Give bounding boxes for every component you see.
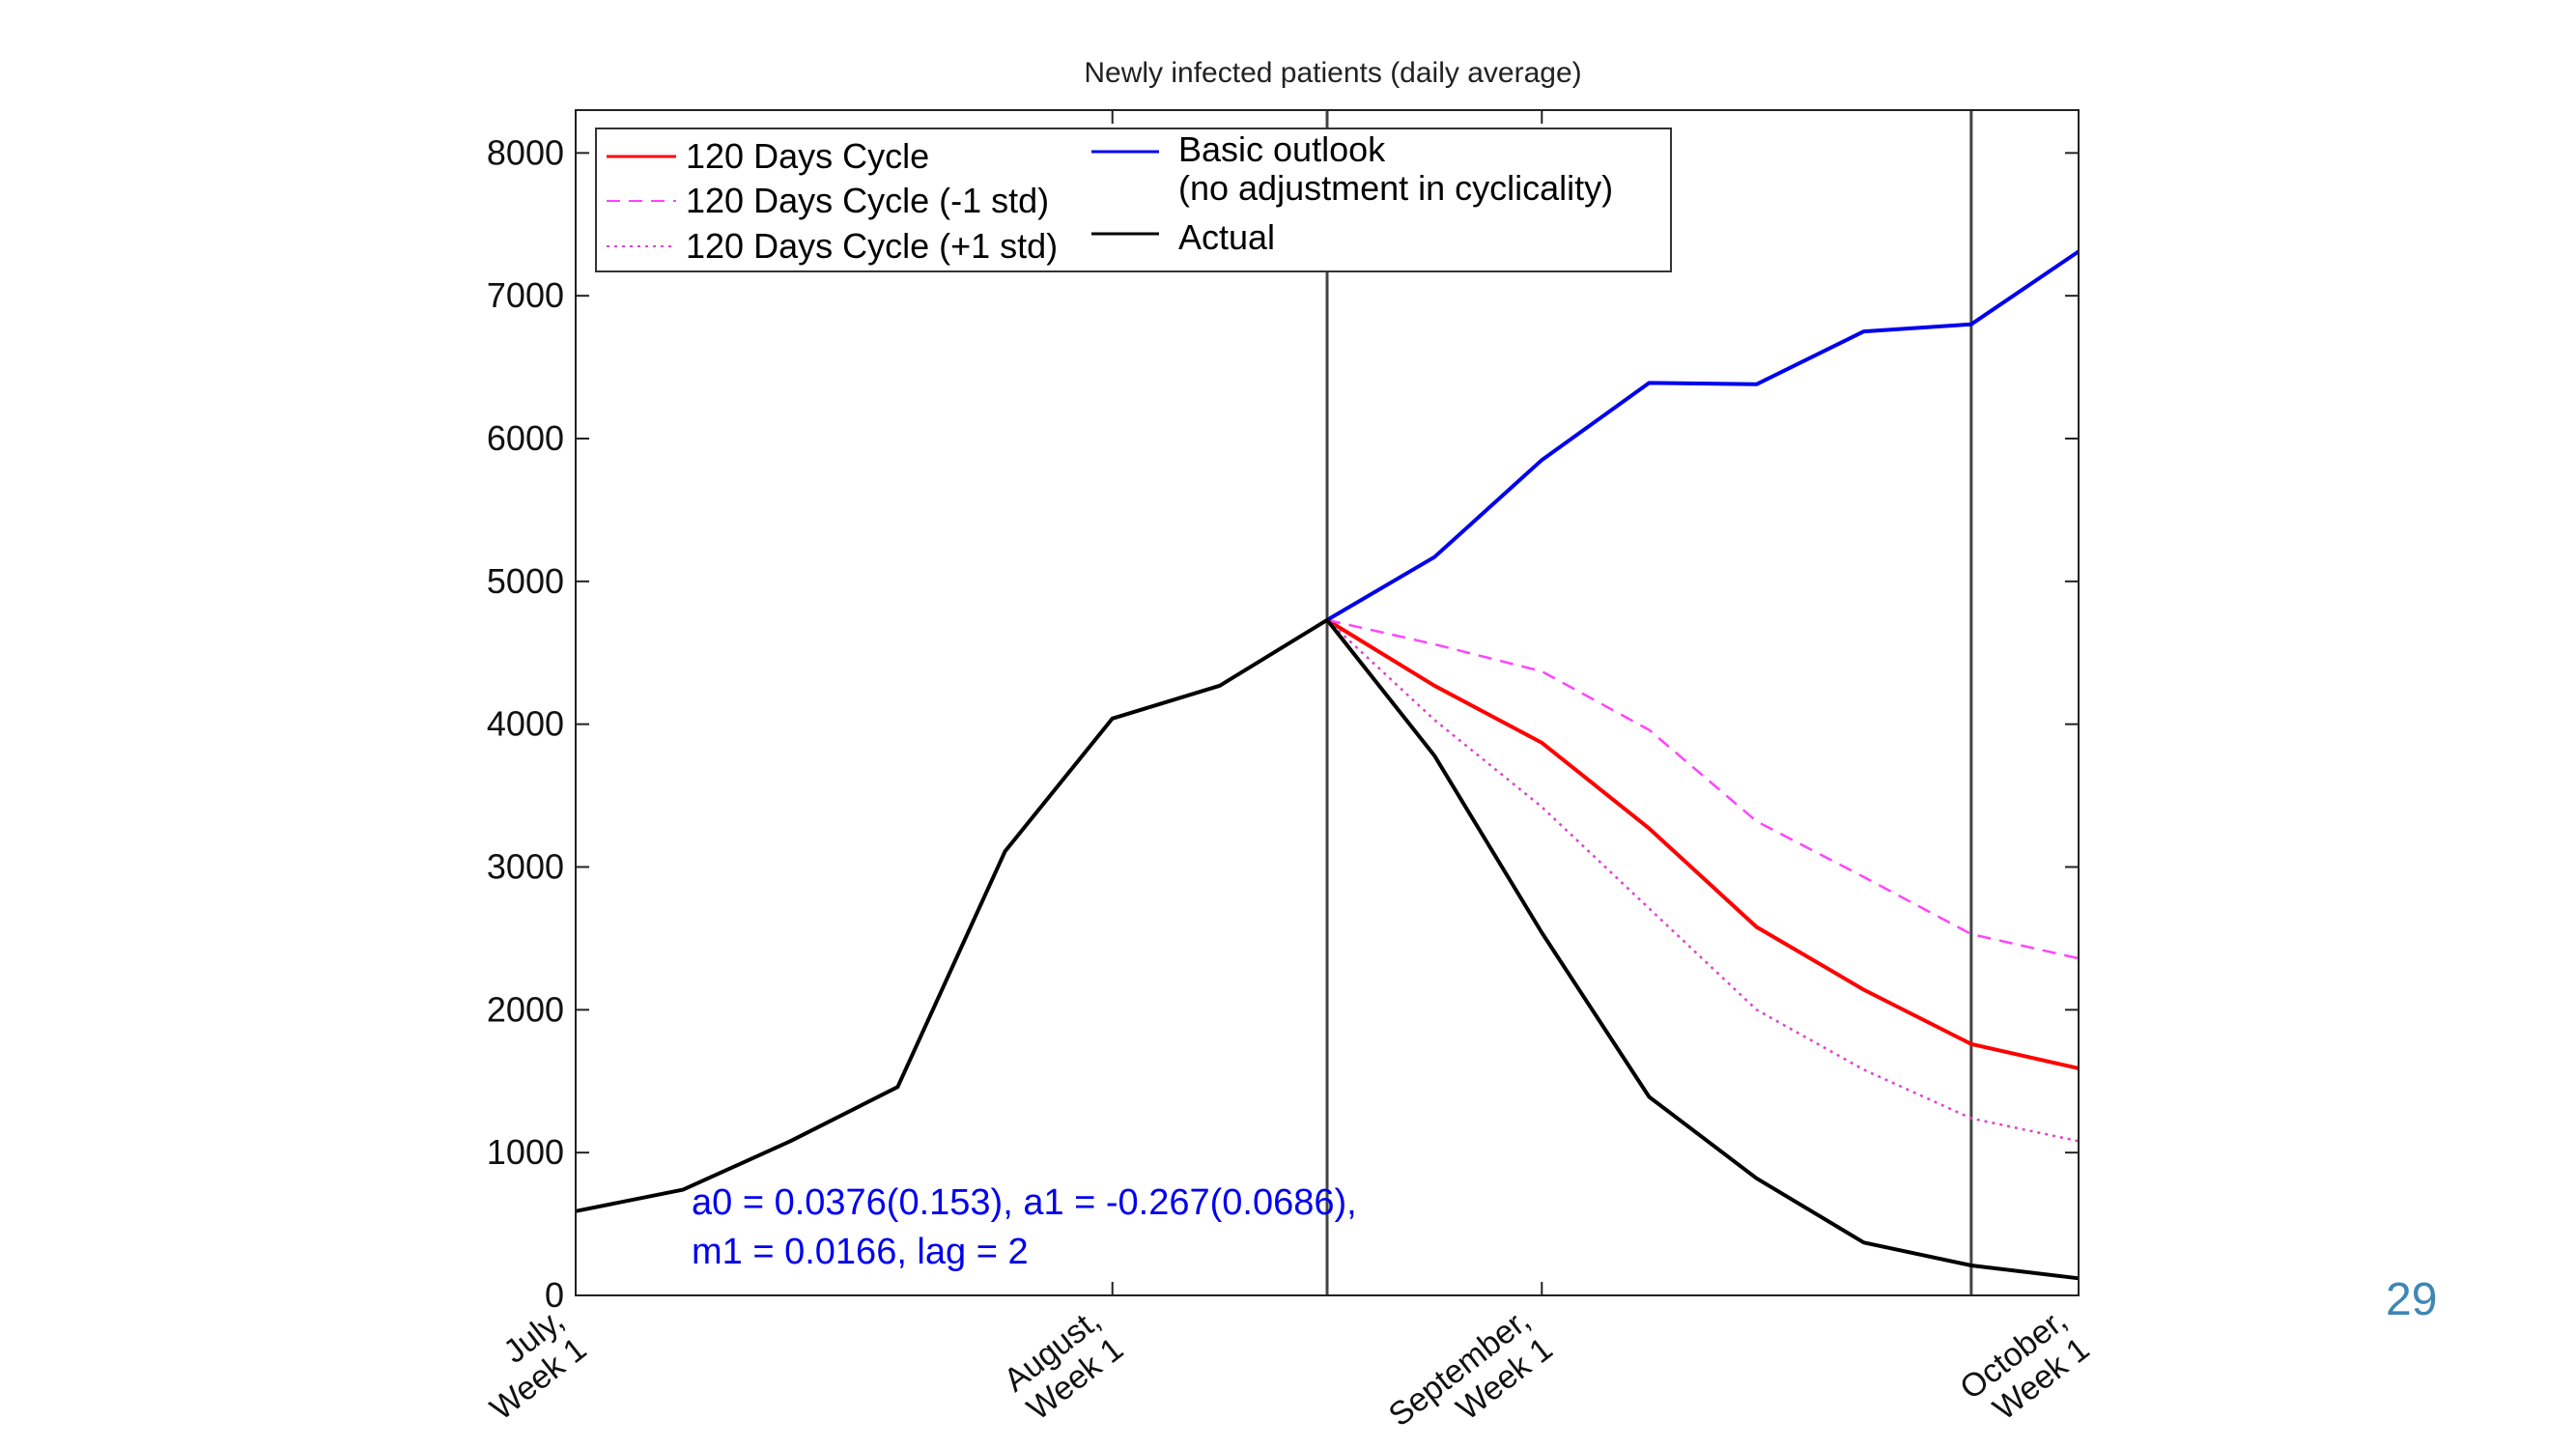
data-point-s3-6 <box>1862 1068 1865 1071</box>
data-point-s2-2 <box>1433 642 1436 645</box>
x-tick-label: July,Week 1 <box>461 1301 593 1427</box>
x-tick-label: October,Week 1 <box>1953 1301 2096 1435</box>
y-tick-label: 1000 <box>487 1132 564 1172</box>
data-point-s4-5 <box>1755 383 1758 385</box>
data-point-s3-2 <box>1433 719 1436 722</box>
data-point-s2-7 <box>1969 932 1972 935</box>
data-point-s3-3 <box>1541 806 1543 809</box>
legend-label-4: Basic outlook (no adjustment in cyclicali… <box>1178 129 1613 208</box>
series-line-5 <box>575 617 2080 1281</box>
legend-label-3: 120 Days Cycle (+1 std) <box>686 226 1058 266</box>
data-point-s1-7 <box>1969 1042 1972 1045</box>
data-point-s3-7 <box>1969 1117 1972 1120</box>
slide-page-number: 29 <box>2386 1274 2438 1325</box>
data-point-s5-4 <box>896 1086 899 1089</box>
data-point-s4-7 <box>1969 323 1972 326</box>
data-point-s5-10 <box>1541 931 1543 934</box>
series-line-4 <box>1325 249 2081 622</box>
data-point-s5-8 <box>1326 618 1329 621</box>
legend-label-4-line: Basic outlook <box>1178 129 1386 169</box>
data-point-s5-3 <box>789 1140 792 1143</box>
data-point-s1-3 <box>1541 741 1543 744</box>
y-tick-label: 4000 <box>487 704 564 744</box>
data-point-s4-2 <box>1433 555 1436 558</box>
series-line-3 <box>1326 618 2080 1143</box>
data-point-s5-12 <box>1755 1177 1758 1179</box>
legend-label-4-line: (no adjustment in cyclicality) <box>1178 168 1613 208</box>
y-tick-label: 6000 <box>487 418 564 458</box>
data-point-s3-4 <box>1648 907 1651 910</box>
y-tick-label: 5000 <box>487 561 564 601</box>
data-point-s4-4 <box>1648 382 1651 384</box>
x-tick-label: August,Week 1 <box>997 1301 1130 1428</box>
y-tick-label: 7000 <box>487 275 564 315</box>
data-point-s2-6 <box>1862 875 1865 878</box>
legend-label-2: 120 Days Cycle (-1 std) <box>686 181 1049 220</box>
data-point-s5-5 <box>1004 850 1006 853</box>
data-point-s1-4 <box>1648 827 1651 830</box>
data-point-s5-13 <box>1862 1241 1865 1244</box>
data-point-s5-11 <box>1648 1095 1651 1098</box>
plot-area-frame <box>575 109 2080 1296</box>
data-point-s5-6 <box>1111 717 1114 720</box>
data-point-s5-7 <box>1218 684 1221 687</box>
data-point-s5-9 <box>1433 754 1436 757</box>
data-point-s4-3 <box>1541 459 1543 462</box>
x-tick-label: September,Week 1 <box>1382 1301 1560 1449</box>
data-point-s2-3 <box>1541 669 1543 672</box>
fit-parameters-annotation-line: m1 = 0.0166, lag = 2 <box>692 1232 1029 1272</box>
chart-title: Newly infected patients (daily average) <box>1084 57 1581 89</box>
data-point-s2-4 <box>1648 728 1651 731</box>
y-tick-label: 8000 <box>487 132 564 172</box>
data-point-s3-5 <box>1755 1009 1758 1011</box>
data-point-s4-6 <box>1862 330 1865 333</box>
y-tick-label: 2000 <box>487 989 564 1029</box>
data-point-s1-6 <box>1862 988 1865 991</box>
data-point-s5-2 <box>682 1188 685 1191</box>
data-point-s5-14 <box>1969 1264 1972 1266</box>
data-point-s1-2 <box>1433 684 1436 687</box>
legend-label-1: 120 Days Cycle <box>686 136 929 176</box>
series-line-2 <box>1326 618 2080 960</box>
fit-parameters-annotation-line: a0 = 0.0376(0.153), a1 = -0.267(0.0686), <box>692 1182 1357 1223</box>
y-tick-label: 3000 <box>487 847 564 887</box>
data-point-s1-5 <box>1755 925 1758 928</box>
series-line-1 <box>1325 618 2080 1070</box>
y-tick-label: 0 <box>545 1275 564 1315</box>
legend-label-5: Actual <box>1178 217 1275 257</box>
data-point-s2-5 <box>1755 820 1758 823</box>
